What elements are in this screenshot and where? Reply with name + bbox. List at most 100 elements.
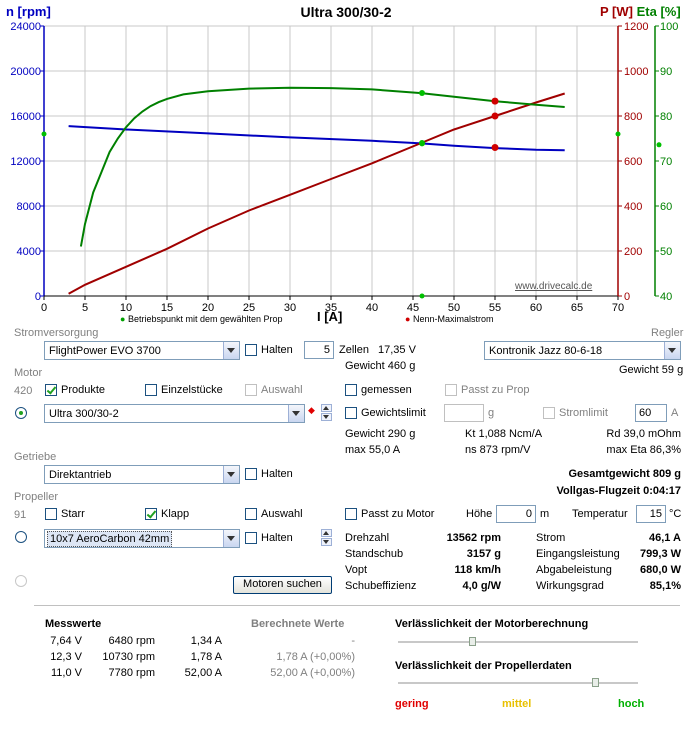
produkte-checkbox[interactable] [45, 384, 57, 396]
x-tick-label: 40 [366, 302, 378, 314]
chevron-down-icon[interactable] [223, 466, 239, 483]
passt-zu-motor-checkbox[interactable] [345, 508, 357, 520]
hoehe-unit: m [540, 508, 550, 520]
starr-checkbox[interactable] [45, 508, 57, 520]
motor-radio[interactable] [15, 407, 27, 419]
battery-halten-checkbox[interactable] [245, 344, 257, 356]
messwerte-title: Messwerte [45, 618, 102, 630]
x-tick-label: 50 [448, 302, 460, 314]
motor-reliability-slider [398, 641, 638, 644]
x-tick-label: 65 [571, 302, 583, 314]
operating-point-marker [419, 90, 426, 97]
stromlimit-input[interactable]: 60 [635, 404, 667, 422]
schubeffizienz-value: 4,0 g/W [462, 580, 501, 592]
motor-select[interactable]: Ultra 300/30-2 [44, 404, 305, 423]
chevron-down-icon[interactable] [664, 342, 680, 359]
left-tick-label: 12000 [10, 156, 41, 168]
eta-tick-label: 90 [660, 66, 672, 78]
propeller-spinner[interactable] [321, 529, 332, 547]
extra-radio[interactable] [15, 575, 27, 587]
regler-select[interactable]: Kontronik Jazz 80-6-18 [484, 341, 681, 360]
battery-select[interactable]: FlightPower EVO 3700 [44, 341, 240, 360]
passt-zu-prop-label: Passt zu Prop [461, 384, 530, 396]
x-tick-label: 70 [612, 302, 624, 314]
left-tick-label: 24000 [10, 21, 41, 33]
battery-voltage: 17,35 V [378, 344, 416, 356]
messwerte-cell-rpm: 7780 rpm [108, 667, 155, 679]
chart-title: Ultra 300/30-2 [300, 4, 392, 20]
klapp-checkbox[interactable] [145, 508, 157, 520]
abgabeleistung-value: 680,0 W [640, 564, 681, 576]
legend-max-current-text: Nenn-Maximalstrom [412, 314, 494, 324]
series-line-right_eta [79, 86, 565, 247]
spin-up-icon[interactable] [321, 404, 332, 412]
temperatur-label: Temperatur [572, 508, 628, 520]
battery-select-value: FlightPower EVO 3700 [49, 345, 161, 357]
eta-axis-label: Eta [%] [636, 4, 681, 19]
messwerte-cell-calc: 1,78 A (+0,00%) [276, 651, 355, 663]
gesamtgewicht: Gesamtgewicht 809 g [568, 468, 682, 480]
regler-select-value: Kontronik Jazz 80-6-18 [489, 345, 603, 357]
propeller-select[interactable]: 10x7 AeroCarbon 42mm [44, 529, 240, 548]
getriebe-select[interactable]: Direktantrieb [44, 465, 240, 484]
eingangsleistung-label: Eingangsleistung [536, 548, 620, 560]
zellen-label: Zellen [339, 344, 369, 356]
x-tick-label: 25 [243, 302, 255, 314]
chart-watermark[interactable]: www.drivecalc.de [515, 281, 593, 292]
zellen-input[interactable]: 5 [304, 341, 334, 359]
motoren-suchen-button[interactable]: Motoren suchen [233, 576, 332, 594]
max-current-marker [491, 144, 499, 151]
scale-gering: gering [395, 698, 429, 710]
gewichtslimit-checkbox[interactable] [345, 407, 357, 419]
produkte-label: Produkte [61, 384, 106, 396]
stromlimit-checkbox[interactable] [543, 407, 555, 419]
vopt-value: 118 km/h [454, 564, 501, 576]
prop-halten-label: Halten [261, 532, 293, 544]
hoehe-label: Höhe [466, 508, 493, 520]
eta-side-marker [656, 142, 662, 148]
vollgas-flugzeit: Vollgas-Flugzeit 0:04:17 [556, 485, 682, 497]
einzelstuecke-label: Einzelstücke [161, 384, 223, 396]
power-tick-label: 600 [624, 156, 642, 168]
series-line-left [68, 125, 565, 152]
gemessen-checkbox[interactable] [345, 384, 357, 396]
messwerte-cell-a: 1,78 A [190, 651, 222, 663]
spin-down-icon[interactable] [321, 413, 332, 421]
chevron-down-icon[interactable] [223, 342, 239, 359]
prop-auswahl-checkbox[interactable] [245, 508, 257, 520]
gewichtslimit-input[interactable] [444, 404, 484, 422]
messwerte-cell-v: 12,3 V [50, 651, 82, 663]
temperatur-input[interactable]: 15 [636, 505, 666, 523]
getriebe-halten-checkbox[interactable] [245, 468, 257, 480]
schubeffizienz-label: Schubeffizienz [345, 580, 417, 592]
legend-dot-green: ● [120, 314, 126, 324]
passt-zu-prop-checkbox[interactable] [445, 384, 457, 396]
messwerte-cell-a: 52,00 A [184, 667, 222, 679]
scale-mittel: mittel [502, 698, 532, 710]
spin-down-icon[interactable] [321, 538, 332, 546]
legend-operating-point-text: Betriebspunkt mit dem gewählten Prop [127, 314, 283, 324]
prop-halten-checkbox[interactable] [245, 532, 257, 544]
max-current-marker [491, 97, 499, 105]
power-tick-label: 200 [624, 246, 642, 258]
chevron-down-icon[interactable] [223, 530, 239, 547]
motor-spinner[interactable] [321, 404, 332, 422]
prop-reliability-thumb [591, 678, 599, 687]
messwerte-cell-v: 11,0 V [51, 667, 82, 679]
x-tick-label: 10 [120, 302, 132, 314]
motor-auswahl-checkbox[interactable] [245, 384, 257, 396]
hoehe-input[interactable]: 0 [496, 505, 536, 523]
power-axis-label: P [W] [600, 4, 633, 19]
power-tick-label: 800 [624, 111, 642, 123]
chevron-down-icon[interactable] [288, 405, 304, 422]
temperatur-unit: °C [669, 508, 682, 520]
einzelstuecke-checkbox[interactable] [145, 384, 157, 396]
left-tick-label: 0 [35, 291, 41, 303]
eingangsleistung-value: 799,3 W [640, 548, 681, 560]
standschub-label: Standschub [345, 548, 404, 560]
motor-auswahl-label: Auswahl [261, 384, 303, 396]
eta-tick-label: 50 [660, 246, 672, 258]
spin-up-icon[interactable] [321, 529, 332, 537]
propeller-radio[interactable] [15, 531, 27, 543]
x-tick-label: 0 [41, 302, 47, 314]
